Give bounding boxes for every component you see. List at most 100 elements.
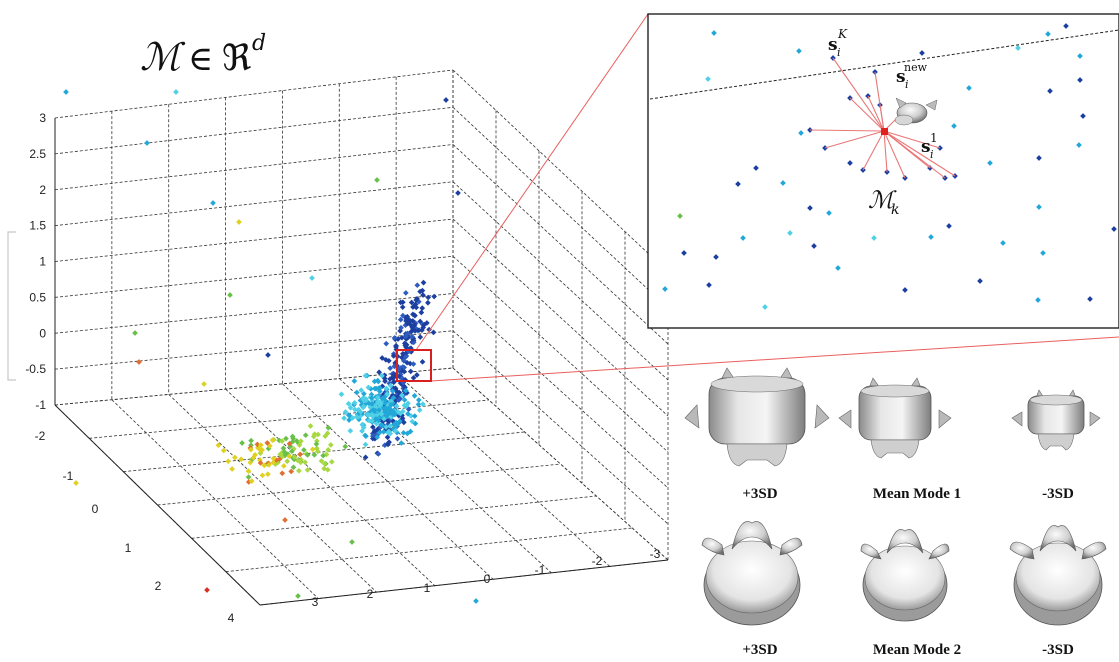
- neighbour-spoke: [862, 130, 885, 171]
- scatter-point: [762, 304, 768, 310]
- neighbour-spoke: [883, 130, 888, 173]
- scatter-point: [419, 358, 426, 365]
- scatter-point: [315, 431, 321, 438]
- scatter-point: [245, 474, 252, 480]
- scatter-point: [407, 368, 414, 375]
- scatter-point: [398, 440, 405, 446]
- scatter-point: [315, 448, 321, 455]
- scatter-point: [313, 441, 320, 447]
- scatter-point: [387, 382, 394, 389]
- scatter-point: [254, 441, 261, 448]
- scatter-point: [238, 456, 244, 463]
- scatter-point: [324, 466, 331, 473]
- scatter-point: [425, 299, 431, 306]
- scatter-point: [387, 376, 393, 382]
- mode2-minus3sd-vertebra: [1009, 525, 1107, 626]
- scatter-point: [353, 389, 360, 396]
- scatter-point: [276, 456, 283, 463]
- scatter-point: [393, 419, 399, 426]
- scatter-point: [1000, 240, 1006, 246]
- scatter-point: [416, 407, 423, 413]
- scatter-point: [374, 177, 380, 183]
- scatter-point: [293, 438, 300, 444]
- scatter-point: [309, 275, 315, 281]
- scatter-point: [284, 458, 291, 465]
- scatter-point: [349, 415, 356, 421]
- left-axis-tick-labels: -2 -1 0 1 2 4: [35, 429, 235, 625]
- scatter-point: [341, 415, 347, 421]
- scatter-point: [677, 213, 683, 219]
- scatter-point: [373, 420, 380, 427]
- scatter-point: [282, 517, 288, 523]
- scatter-point: [236, 219, 242, 225]
- label-snew: s: [896, 67, 906, 87]
- label-s1: s: [921, 137, 931, 157]
- left-tick-label: 2: [155, 579, 162, 593]
- scatter-point: [369, 401, 375, 407]
- scatter-point: [279, 438, 285, 444]
- scatter-point: [397, 410, 404, 417]
- scatter-point: [325, 446, 331, 453]
- scatter-point: [414, 372, 420, 378]
- scatter-point: [419, 327, 425, 333]
- mode2-plus3sd-vertebra: [701, 521, 803, 626]
- right-tick-label: -3: [650, 547, 661, 561]
- scatter-point: [358, 387, 365, 394]
- scatter-point: [382, 378, 388, 385]
- scatter-point: [390, 353, 397, 359]
- scatter-point: [681, 250, 687, 256]
- left-tick-label: 1: [125, 541, 132, 555]
- scatter-point: [409, 333, 415, 340]
- scatter-point: [399, 304, 406, 311]
- manifold-title: ℳ ∈ ℜ d: [140, 31, 266, 79]
- scatter-point: [706, 282, 712, 288]
- scatter-point: [473, 598, 479, 604]
- scatter-point: [270, 455, 277, 462]
- scatter-point: [412, 312, 418, 319]
- scatter-point: [247, 446, 254, 453]
- scatter-point: [280, 463, 287, 469]
- scatter-point: [248, 478, 255, 484]
- scatter-point: [362, 454, 369, 461]
- scatter-point: [389, 388, 396, 394]
- scatter-point: [245, 468, 252, 474]
- neighbour-spoke: [867, 95, 885, 132]
- label-sK-sub: i: [837, 46, 841, 59]
- scatter-point: [1047, 88, 1053, 94]
- scatter-point: [400, 350, 406, 357]
- scatter-point: [361, 390, 367, 397]
- scatter-point: [365, 411, 371, 418]
- scatter-point: [342, 443, 349, 450]
- scatter-point: [430, 329, 437, 336]
- scatter-point: [388, 398, 394, 404]
- scatter-point: [297, 451, 303, 458]
- scatter-point: [391, 363, 398, 370]
- scatter-point: [379, 372, 385, 379]
- neighbour-spoke: [809, 129, 885, 132]
- scatter-point: [382, 400, 388, 406]
- scatter-point: [713, 254, 719, 260]
- scatter-point: [365, 384, 372, 391]
- scatter-point: [345, 400, 352, 407]
- scatter-point: [398, 324, 404, 331]
- scatter-point: [388, 402, 395, 408]
- scatter-point: [291, 454, 298, 460]
- scatter-point: [304, 467, 311, 473]
- scatter-point: [417, 318, 423, 325]
- scatter-point: [347, 427, 354, 434]
- scatter-point: [416, 397, 422, 403]
- scatter-point: [401, 368, 408, 375]
- label-sK: s: [828, 35, 838, 55]
- z-tick-label: 2.5: [29, 147, 46, 161]
- scatter-point: [431, 293, 437, 300]
- right-tick-label: 2: [367, 587, 374, 601]
- scatter-point: [420, 292, 426, 298]
- scatter-point: [400, 357, 407, 364]
- scatter-point: [259, 447, 265, 453]
- right-tick-label: -1: [535, 563, 546, 577]
- scatter-point: [705, 76, 711, 82]
- scatter-point: [413, 297, 420, 303]
- scatter-point: [405, 411, 411, 417]
- scatter-point: [987, 160, 993, 166]
- caption-mode2-mean: Mean Mode 2: [873, 642, 961, 658]
